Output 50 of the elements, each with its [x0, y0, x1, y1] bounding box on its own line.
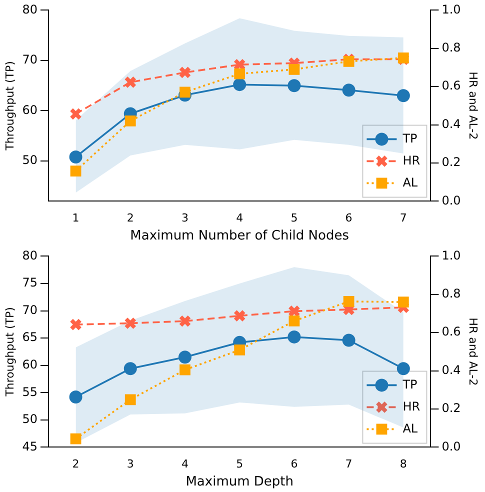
x-tick-label: 3 [126, 458, 134, 471]
x-tick-label: 6 [290, 458, 298, 471]
x-tick-label: 1 [72, 212, 80, 225]
y2-axis-title: HR and AL-2 [466, 318, 480, 386]
y-tick-label: 45 [22, 439, 38, 454]
y-tick-label: 70 [22, 302, 38, 317]
x-axis-title: Maximum Number of Child Nodes [130, 228, 350, 244]
x-tick-label: 4 [181, 458, 188, 471]
y-tick-label: 55 [22, 384, 38, 399]
y-axis-title: Throughput (TP) [3, 307, 16, 398]
y-tick-label: 80 [22, 248, 38, 262]
x-tick-label: 2 [126, 212, 134, 225]
legend-label: AL [402, 175, 418, 190]
x-tick-label: 2 [72, 458, 80, 471]
x-tick-label: 5 [290, 212, 298, 225]
y-tick-label: 60 [22, 102, 38, 117]
legend-label: TP [402, 131, 418, 146]
y-tick-label: 80 [22, 2, 38, 16]
y2-tick-label: 0.2 [442, 401, 461, 416]
legend-label: TP [402, 377, 418, 392]
legend-label: HR [402, 399, 420, 414]
x-tick-label: 3 [181, 212, 188, 225]
x-axis-title: Maximum Depth [186, 474, 294, 490]
x-tick-label: 4 [236, 212, 244, 225]
y2-tick-label: 0.6 [442, 324, 461, 339]
y-tick-label: 75 [22, 276, 38, 290]
y-tick-label: 70 [22, 52, 38, 67]
x-tick-label: 7 [400, 212, 407, 225]
y-tick-label: 65 [22, 330, 38, 344]
y2-tick-label: 0.2 [442, 155, 461, 170]
legend-label: AL [402, 421, 418, 436]
y2-tick-label: 1.0 [442, 2, 461, 16]
y2-tick-label: 0.8 [442, 286, 461, 301]
y2-tick-label: 0.0 [442, 439, 461, 454]
y-tick-label: 50 [22, 153, 38, 168]
y2-tick-label: 0.4 [442, 116, 461, 131]
x-tick-label: 5 [236, 458, 244, 471]
y2-tick-label: 0.6 [442, 78, 461, 93]
y-axis-title: Throughput (TP) [3, 61, 16, 152]
x-tick-label: 8 [400, 458, 407, 471]
x-tick-label: 7 [345, 458, 352, 471]
x-tick-label: 6 [345, 212, 352, 225]
y2-axis-title: HR and AL-2 [466, 72, 480, 140]
legend-label: HR [402, 153, 420, 168]
y-tick-label: 50 [22, 412, 38, 426]
y2-tick-label: 1.0 [442, 248, 461, 262]
y2-tick-label: 0.0 [442, 193, 461, 208]
y2-tick-label: 0.4 [442, 362, 461, 377]
y2-tick-label: 0.8 [442, 40, 461, 55]
y-tick-label: 60 [22, 357, 38, 372]
